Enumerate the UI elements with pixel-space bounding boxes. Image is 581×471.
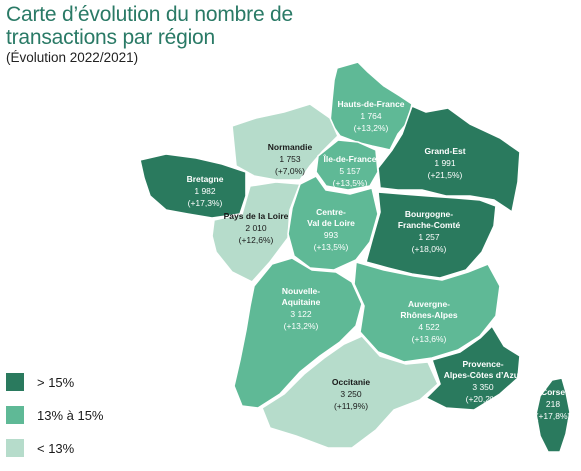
region-value-grand-est: 1 991	[434, 158, 456, 168]
region-shape-auvergne-rhone-alpes[interactable]	[353, 261, 501, 363]
region-change-nouvelle-aquitaine: (+13,2%)	[284, 321, 319, 331]
legend-label-high: > 15%	[37, 374, 75, 390]
region-change-centre: (+13,5%)	[314, 242, 349, 252]
legend-label-low: < 13%	[37, 440, 75, 456]
region-shape-pays-de-la-loire[interactable]	[211, 181, 301, 283]
region-value-ile-de-france: 5 157	[339, 166, 361, 176]
legend-label-mid: 13% à 15%	[37, 407, 104, 423]
region-label-hauts-de-france: Hauts-de-France	[337, 99, 404, 109]
region-change-occitanie: (+11,9%)	[334, 401, 368, 411]
region-label-ile-de-france: Île-de-France	[323, 153, 377, 164]
region-value-hauts-de-france: 1 764	[360, 111, 382, 121]
legend-item-low: < 13%	[6, 438, 104, 458]
region-label-occitanie: Occitanie	[332, 377, 371, 387]
region-change-bfc: (+18,0%)	[412, 244, 447, 254]
legend-swatch-light	[6, 439, 24, 457]
region-label-centre-line2: Val de Loire	[307, 218, 355, 228]
map-legend: > 15% 13% à 15% < 13%	[6, 372, 104, 471]
region-label-normandie: Normandie	[268, 142, 313, 152]
region-label-nouvelle-aquitaine-line2: Aquitaine	[282, 297, 321, 307]
region-shape-paca[interactable]	[425, 325, 521, 411]
region-change-grand-est: (+21,5%)	[428, 170, 463, 180]
map-title: Carte d’évolution du nombre de transacti…	[6, 3, 294, 49]
region-value-corse: 218	[546, 399, 560, 409]
region-label-ara-line2: Rhônes-Alpes	[400, 310, 457, 320]
legend-swatch-dark	[6, 373, 24, 391]
region-shape-corse[interactable]	[535, 377, 571, 453]
region-label-bfc-line2: Franche-Comté	[398, 220, 461, 230]
region-shape-grand-est[interactable]	[377, 105, 521, 213]
region-value-nouvelle-aquitaine: 3 122	[290, 309, 312, 319]
region-shape-centre-val-de-loire[interactable]	[287, 175, 379, 271]
region-label-pays-de-la-loire: Pays de la Loire	[224, 211, 289, 221]
region-change-pays-de-la-loire: (+12,6%)	[239, 235, 274, 245]
region-change-ara: (+13,6%)	[412, 334, 447, 344]
region-label-bfc-line1: Bourgogne-	[405, 209, 453, 219]
region-value-bretagne: 1 982	[194, 186, 216, 196]
region-change-hauts-de-france: (+13,2%)	[354, 123, 389, 133]
region-label-ara-line1: Auvergne-	[408, 299, 450, 309]
region-label-nouvelle-aquitaine-line1: Nouvelle-	[282, 286, 320, 296]
region-change-corse: (+17,8%)	[536, 411, 571, 421]
region-value-bfc: 1 257	[418, 232, 440, 242]
region-value-centre: 993	[324, 230, 338, 240]
region-change-normandie: (+7,0%)	[275, 166, 305, 176]
region-shape-normandie[interactable]	[231, 103, 339, 181]
region-value-occitanie: 3 250	[340, 389, 362, 399]
region-value-paca: 3 350	[472, 382, 494, 392]
region-shape-bourgogne-franche-comte[interactable]	[365, 191, 497, 279]
region-shape-hauts-de-france[interactable]	[329, 61, 413, 151]
legend-swatch-mid	[6, 406, 24, 424]
region-label-paca-line1: Provence-	[462, 359, 503, 369]
region-value-pays-de-la-loire: 2 010	[245, 223, 267, 233]
region-label-paca-line2: Alpes-Côtes d’Azur	[444, 370, 523, 380]
map-subtitle: (Évolution 2022/2021)	[6, 50, 139, 65]
legend-item-mid: 13% à 15%	[6, 405, 104, 425]
region-label-grand-est: Grand-Est	[424, 146, 465, 156]
region-label-bretagne: Bretagne	[187, 174, 224, 184]
legend-item-high: > 15%	[6, 372, 104, 392]
region-label-corse: Corse	[541, 387, 565, 397]
region-value-normandie: 1 753	[279, 154, 301, 164]
region-shape-occitanie[interactable]	[261, 335, 439, 449]
region-label-centre-line1: Centre-	[316, 207, 346, 217]
region-shape-ile-de-france[interactable]	[315, 139, 379, 191]
region-change-ile-de-france: (+13,5%)	[333, 178, 368, 188]
region-shape-nouvelle-aquitaine[interactable]	[233, 257, 363, 409]
region-shape-bretagne[interactable]	[139, 153, 247, 219]
region-change-paca: (+20,2%)	[466, 394, 501, 404]
region-change-bretagne: (+17,3%)	[188, 198, 223, 208]
region-value-ara: 4 522	[418, 322, 440, 332]
